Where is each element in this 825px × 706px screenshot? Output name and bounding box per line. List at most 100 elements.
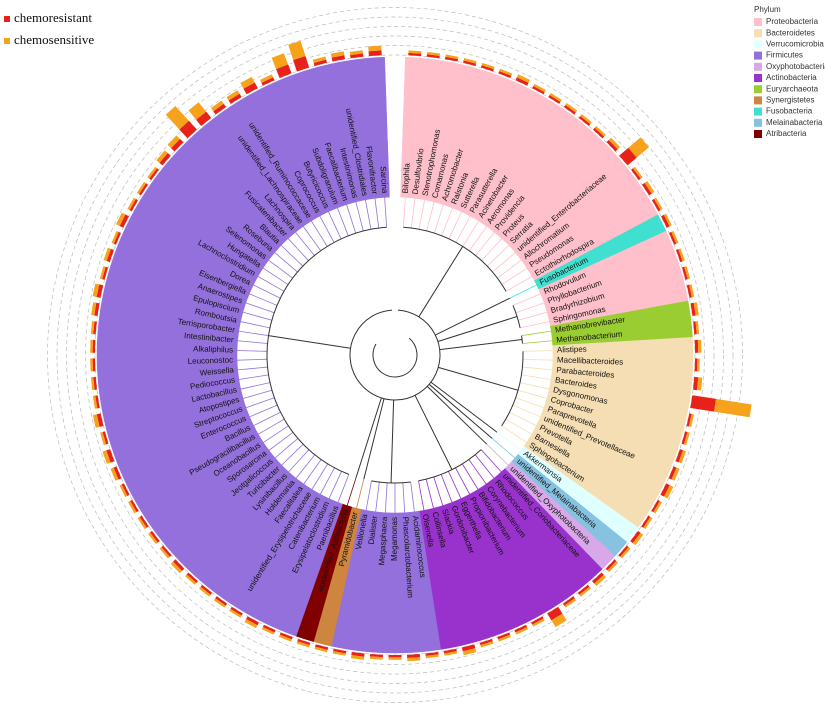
abundance-bar [563,105,576,115]
abundance-bar [480,65,494,72]
abundance-bar [138,183,149,196]
abundance-bar [296,641,310,648]
abundance-bar [426,51,441,56]
branch [375,489,379,512]
branch [520,407,541,418]
abundance-bar [605,559,617,571]
branch [337,489,344,503]
abundance-bar [565,103,578,113]
branch [470,477,479,490]
branch [337,207,343,222]
branch [311,220,320,234]
abundance-bar [681,266,688,280]
branch [268,335,351,349]
branch [421,496,425,511]
clade-wedge [366,56,390,199]
branch [238,330,269,337]
branch [402,490,406,513]
abundance-bar [462,648,477,656]
abundance-bar [368,45,382,52]
branch [295,231,315,256]
branch [237,368,252,371]
branch [481,248,493,261]
abundance-bar [351,651,365,657]
abundance-bar [551,613,567,628]
branch [372,337,418,378]
legend-swatch [754,85,762,94]
branch [291,438,299,444]
branch [433,225,438,234]
branch [251,366,268,369]
abundance-bar [119,484,128,498]
branch [257,276,285,292]
abundance-bar [686,284,692,298]
abundance-bar [607,561,619,573]
branch [527,383,550,390]
abundance-bar [276,64,292,79]
abundance-bar [246,616,259,626]
abundance-bar [312,56,327,63]
branch [367,213,372,230]
branch [441,220,448,236]
abundance-bar [593,127,605,139]
abundance-bar [90,339,93,353]
branch [288,461,299,473]
branch [263,425,289,443]
branch [328,211,339,232]
branch [433,476,444,506]
abundance-bar [676,249,683,263]
ring [85,45,705,665]
abundance-bar [498,71,512,79]
abundance-bar [693,302,699,316]
abundance-bar [618,545,629,557]
abundance-bar [408,50,422,54]
abundance-bar [136,181,146,195]
abundance-bar [678,450,686,464]
abundance-bar [215,596,228,606]
abundance-bar [671,467,680,481]
abundance-bar [369,656,383,660]
leaf-label: Alistipes [557,345,587,355]
abundance-bar [92,395,98,409]
branch [365,496,369,511]
branch [474,454,495,479]
branch [421,199,426,214]
branch [318,463,329,478]
legend-swatch [4,38,10,44]
branch [295,460,311,479]
branch [468,459,474,467]
branch [520,321,550,329]
abundance-bar [92,339,96,353]
abundance-bar [102,266,109,280]
branch [491,438,516,459]
branch [519,382,528,385]
branch [418,246,464,318]
branch [438,366,519,391]
abundance-bar [171,138,184,152]
abundance-bar [244,619,258,629]
abundance-bar [350,53,364,59]
branch [303,459,322,485]
abundance-bar [226,90,240,101]
abundance-bar [630,530,641,544]
ring [75,35,715,675]
abundance-bar [200,584,213,595]
branch [242,311,257,317]
abundance-bar [315,644,329,650]
abundance-bar [531,616,544,625]
abundance-bar [644,181,655,194]
abundance-bar [102,431,109,445]
branch [509,411,524,420]
branch [268,259,281,269]
abundance-bar [369,654,384,658]
abundance-bar [594,126,606,137]
abundance-bar [110,467,119,481]
branch [508,429,527,443]
branch [501,425,509,431]
branch [498,252,516,268]
abundance-bar [533,83,546,93]
abundance-bar [111,230,119,244]
abundance-bar [333,648,347,654]
abundance-bar [91,302,97,316]
